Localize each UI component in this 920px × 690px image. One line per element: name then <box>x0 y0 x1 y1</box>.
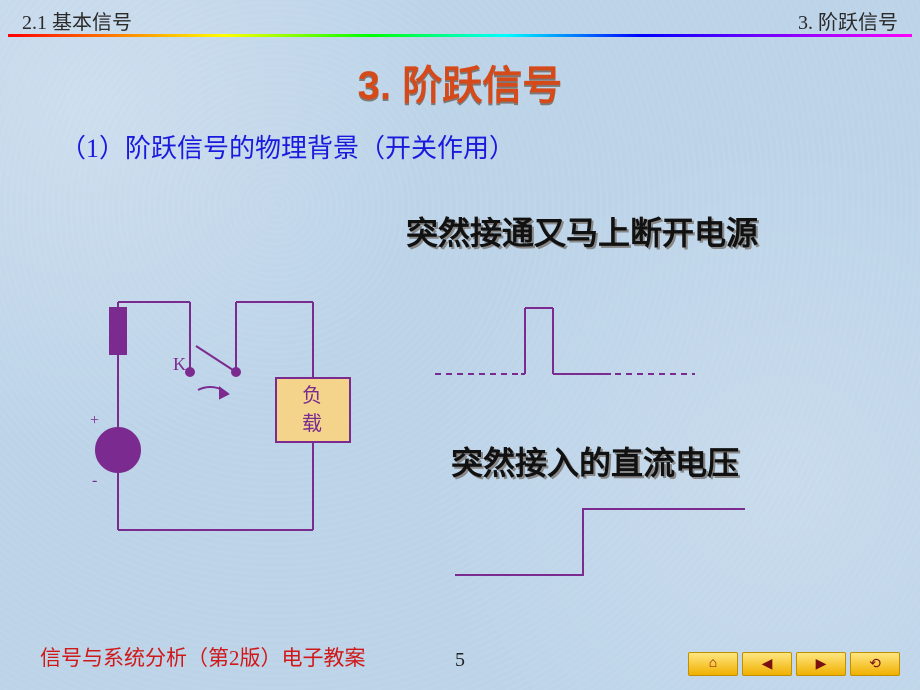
nav-prev-button[interactable]: ◀ <box>742 652 792 676</box>
rainbow-divider <box>8 34 912 37</box>
nav-next-button[interactable]: ▶ <box>796 652 846 676</box>
svg-text:-: - <box>92 472 97 489</box>
header-right: 3. 阶跃信号 <box>798 6 898 35</box>
subheading: （1）阶跃信号的物理背景（开关作用） <box>60 128 515 165</box>
title-text: 3. 阶跃信号 <box>358 53 562 111</box>
nav-home-button[interactable]: ⌂ <box>688 652 738 676</box>
header-left: 2.1 基本信号 <box>22 6 132 35</box>
svg-text:K: K <box>173 354 186 374</box>
statement-pulse-text: 突然接通又马上断开电源 <box>406 208 758 254</box>
svg-text:负: 负 <box>302 384 322 407</box>
page-title: 3. 阶跃信号 3. 阶跃信号 <box>0 55 920 113</box>
statement-pulse: 突然接通又马上断开电源 突然接通又马上断开电源 <box>408 210 760 256</box>
statement-step-text: 突然接入的直流电压 <box>451 438 739 484</box>
slide: 2.1 基本信号 3. 阶跃信号 3. 阶跃信号 3. 阶跃信号 （1）阶跃信号… <box>0 0 920 690</box>
circuit-diagram: K + - 负 载 <box>78 290 368 550</box>
header: 2.1 基本信号 3. 阶跃信号 <box>22 6 898 35</box>
svg-text:载: 载 <box>302 412 322 435</box>
nav-buttons: ⌂ ◀ ▶ ⟲ <box>688 652 900 676</box>
nav-end-button[interactable]: ⟲ <box>850 652 900 676</box>
statement-step: 突然接入的直流电压 突然接入的直流电压 <box>453 440 741 486</box>
step-waveform <box>445 495 765 595</box>
pulse-waveform <box>425 290 745 390</box>
svg-text:+: + <box>90 412 99 429</box>
